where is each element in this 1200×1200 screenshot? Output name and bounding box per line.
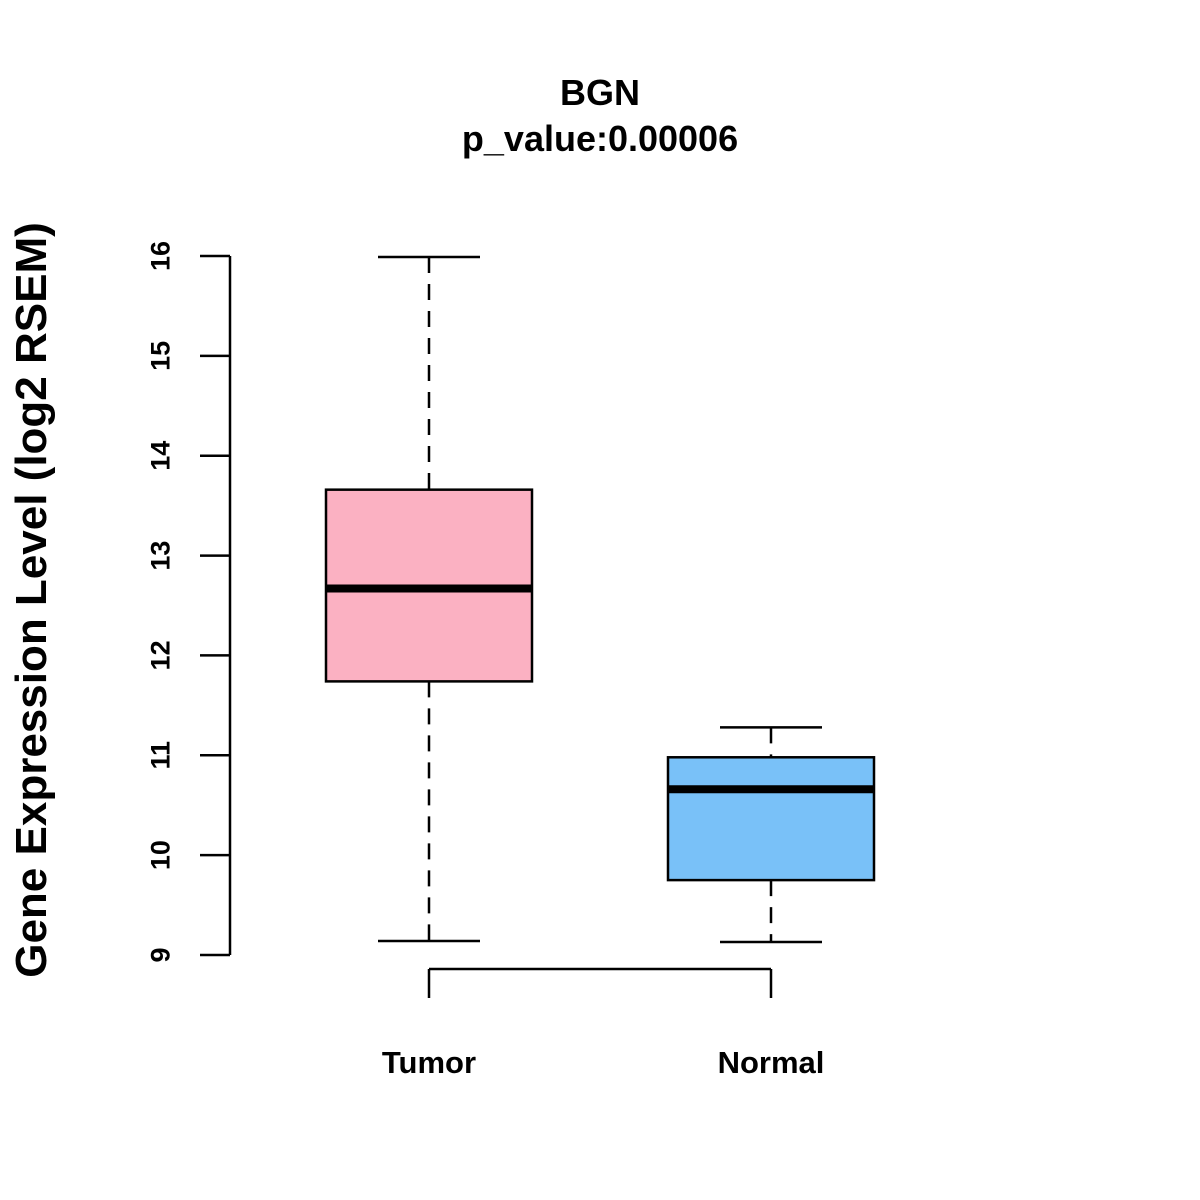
y-tick-label-13: 13 — [145, 541, 175, 571]
x-category-label-normal: Normal — [718, 1045, 825, 1080]
y-tick-label-10: 10 — [145, 840, 175, 870]
y-tick-label-12: 12 — [145, 640, 175, 670]
y-tick-label-9: 9 — [145, 947, 175, 962]
chart-title: BGN — [560, 72, 640, 113]
iqr-box — [666, 756, 876, 882]
box-series — [324, 255, 876, 944]
x-category-label-tumor: Tumor — [382, 1045, 476, 1080]
y-axis-label: Gene Expression Level (log2 RSEM) — [7, 222, 56, 978]
y-tick-label-15: 15 — [145, 341, 175, 371]
box-normal — [666, 726, 876, 944]
x-axis: Tumor Normal — [382, 967, 825, 1080]
y-tick-label-14: 14 — [145, 441, 175, 471]
chart-subtitle: p_value:0.00006 — [462, 118, 738, 159]
y-axis: 9 10 11 12 13 14 15 16 — [145, 241, 232, 963]
box-tumor — [324, 255, 534, 943]
y-tick-label-16: 16 — [145, 241, 175, 271]
y-tick-label-11: 11 — [145, 741, 175, 770]
